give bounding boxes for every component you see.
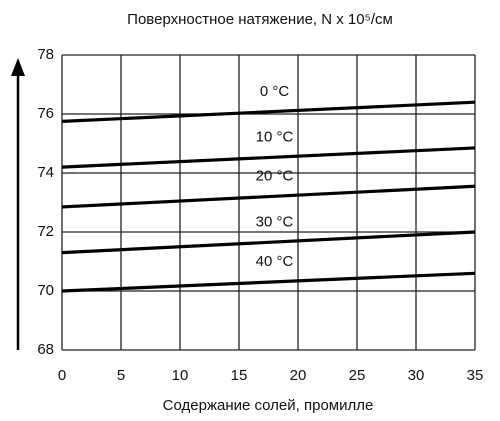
y-tick-label: 68 <box>37 341 54 358</box>
y-tick-label: 78 <box>37 46 54 63</box>
series-line <box>61 184 476 209</box>
series-line <box>61 146 476 169</box>
axis-arrowhead <box>11 58 25 76</box>
y-tick-label: 72 <box>37 223 54 240</box>
y-tick-label: 76 <box>37 105 54 122</box>
series-line <box>61 230 476 255</box>
x-tick-label: 10 <box>172 367 189 384</box>
x-tick-label: 30 <box>408 367 425 384</box>
x-tick-label: 15 <box>231 367 248 384</box>
x-tick-label: 0 <box>58 367 66 384</box>
series-label: 10 °C <box>256 128 294 145</box>
series-label: 30 °C <box>256 213 294 230</box>
x-tick-label: 35 <box>467 367 484 384</box>
x-axis-label: Содержание солей, промилле <box>163 397 374 414</box>
series-label: 20 °C <box>256 168 294 185</box>
series-line <box>61 271 476 293</box>
series-label: 40 °C <box>256 253 294 270</box>
series-line <box>61 100 476 123</box>
x-tick-label: 20 <box>290 367 307 384</box>
chart-title: Поверхностное натяжение, N x 10⁵/см <box>127 11 393 28</box>
x-tick-label: 5 <box>117 367 125 384</box>
x-tick-label: 25 <box>349 367 366 384</box>
series-label: 0 °C <box>260 83 290 100</box>
y-tick-label: 70 <box>37 282 54 299</box>
y-tick-label: 74 <box>37 164 54 181</box>
